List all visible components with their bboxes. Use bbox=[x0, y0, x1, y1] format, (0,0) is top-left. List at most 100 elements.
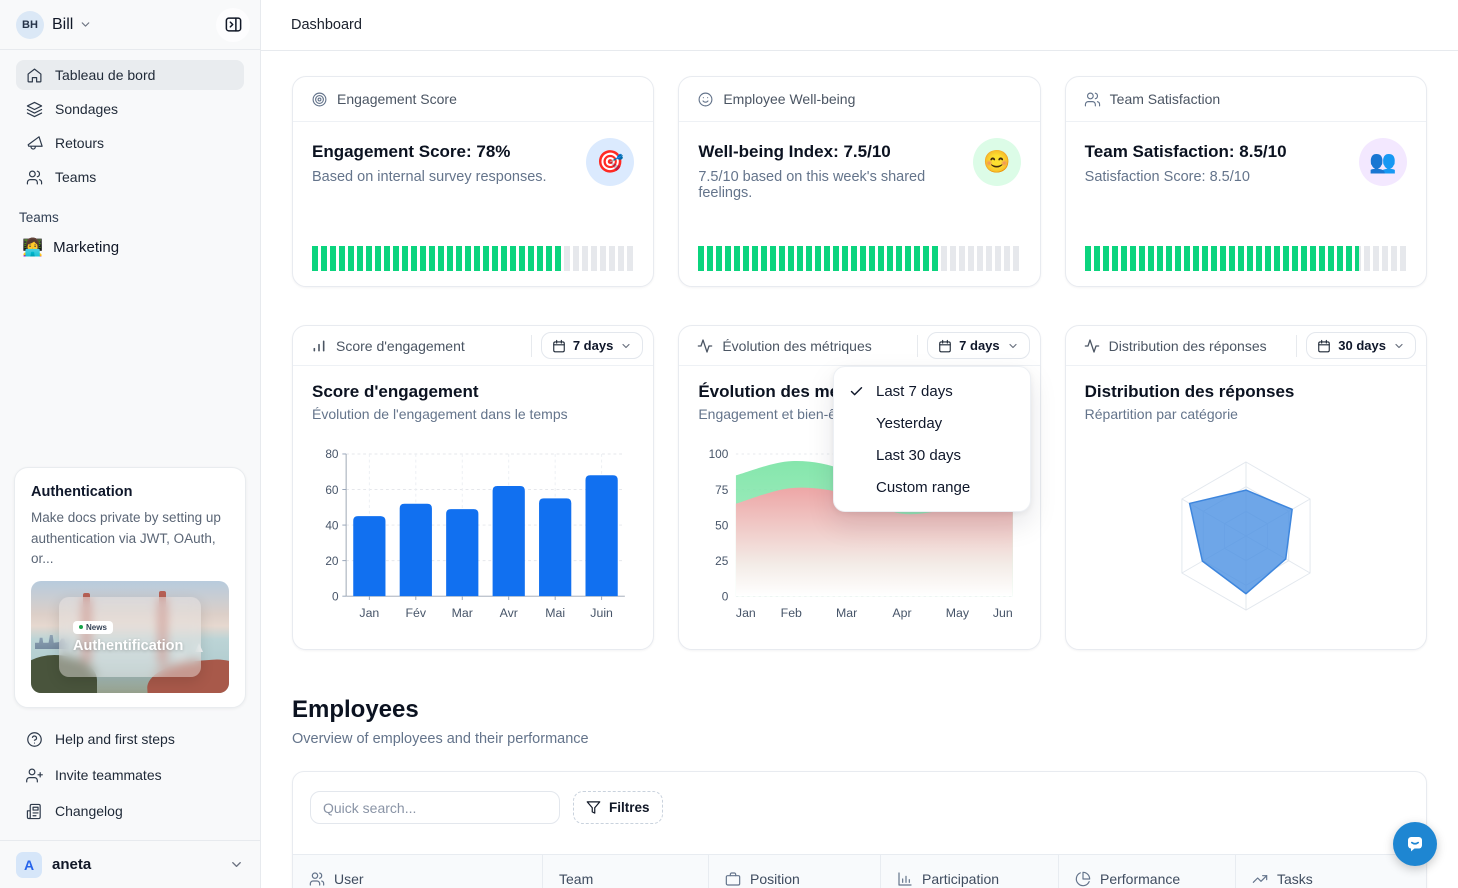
employees-subtitle: Overview of employees and their performa… bbox=[292, 731, 589, 747]
promo-image-caption: Authentification bbox=[73, 637, 184, 654]
help-circle-icon bbox=[26, 731, 43, 748]
progress-fill bbox=[698, 246, 941, 271]
svg-text:40: 40 bbox=[325, 518, 339, 532]
column-header-position[interactable]: Position bbox=[709, 855, 881, 888]
menu-item[interactable]: Custom range bbox=[834, 471, 1030, 503]
svg-text:May: May bbox=[946, 606, 970, 620]
chevron-down-icon bbox=[1393, 340, 1405, 352]
employees-title: Employees bbox=[292, 696, 419, 723]
menu-item[interactable]: Last 7 days bbox=[834, 375, 1030, 407]
intercom-chat-button[interactable] bbox=[1393, 822, 1437, 866]
menu-item-label: Custom range bbox=[876, 478, 971, 496]
svg-text:Juin: Juin bbox=[590, 606, 613, 620]
team-satisfaction-card: Team Satisfaction Team Satisfaction: 8.5… bbox=[1064, 76, 1427, 287]
changelog-item[interactable]: Changelog bbox=[16, 796, 244, 826]
date-range-button[interactable]: 30 days bbox=[1306, 332, 1416, 359]
help-and-first-steps-item[interactable]: Help and first steps bbox=[16, 724, 244, 754]
panel-collapse-icon bbox=[224, 15, 243, 34]
bar-chart-icon bbox=[311, 338, 327, 354]
chevron-down-icon bbox=[620, 340, 632, 352]
sidebar-collapse-button[interactable] bbox=[216, 7, 250, 42]
date-range-menu: Last 7 days Yesterday Last 30 days Custom r… bbox=[833, 366, 1031, 512]
column-header-performance[interactable]: Performance bbox=[1059, 855, 1236, 888]
user-name: Bill bbox=[52, 15, 74, 33]
page-title: Dashboard bbox=[291, 17, 362, 33]
chat-bubble-icon bbox=[1402, 831, 1428, 857]
sidebar-item-teams[interactable]: Teams bbox=[16, 162, 244, 192]
footer-item-label: Changelog bbox=[55, 803, 123, 819]
card-header-label: Évolution des métriques bbox=[722, 337, 872, 354]
promo-image: News Authentification bbox=[31, 581, 229, 693]
divider bbox=[917, 334, 919, 357]
sidebar-footer: Help and first steps Invite teammates Ch… bbox=[0, 718, 260, 840]
top-bar: Dashboard bbox=[261, 0, 1458, 51]
progress-fill bbox=[1084, 246, 1359, 271]
employees-section: Employees Overview of employees and thei… bbox=[292, 696, 1427, 888]
smile-emoji-icon: 😊 bbox=[972, 138, 1021, 186]
invite-teammates-item[interactable]: Invite teammates bbox=[16, 760, 244, 790]
menu-item[interactable]: Last 30 days bbox=[834, 439, 1030, 471]
authentication-promo-card[interactable]: Authentication Make docs private by sett… bbox=[14, 467, 246, 708]
avatar: BH bbox=[16, 10, 44, 39]
chevron-down-icon bbox=[79, 18, 92, 31]
search-input[interactable] bbox=[310, 791, 560, 824]
menu-item-label: Last 7 days bbox=[876, 382, 953, 400]
team-emoji-icon: 👩‍💻 bbox=[22, 237, 44, 257]
sidebar-user-row: BH Bill bbox=[0, 0, 260, 50]
pie-chart-icon bbox=[1075, 871, 1091, 887]
svg-text:50: 50 bbox=[715, 518, 729, 532]
column-header-user[interactable]: User bbox=[293, 855, 543, 888]
promo-glass-card: News Authentification bbox=[59, 597, 201, 677]
menu-item[interactable]: Yesterday bbox=[834, 407, 1030, 439]
activity-icon bbox=[1084, 338, 1100, 354]
sidebar-item-sondages[interactable]: Sondages bbox=[16, 94, 244, 124]
employees-table-header: User Team Position Participation bbox=[293, 854, 1426, 888]
divider bbox=[1296, 334, 1298, 357]
sidebar-item-retours[interactable]: Retours bbox=[16, 128, 244, 158]
dot-icon bbox=[79, 625, 83, 629]
chart-title: Score d'engagement bbox=[312, 382, 479, 401]
date-range-button[interactable]: 7 days bbox=[540, 332, 644, 359]
date-range-button[interactable]: 7 days bbox=[927, 332, 1030, 359]
card-header-label: Distribution des réponses bbox=[1108, 337, 1267, 354]
workspace-switcher[interactable]: A aneta bbox=[0, 840, 260, 888]
chevron-down-icon bbox=[229, 857, 244, 872]
people-emoji-icon: 👥 bbox=[1359, 138, 1407, 186]
stat-subtitle: Satisfaction Score: 8.5/10 bbox=[1084, 169, 1250, 185]
card-header-label: Engagement Score bbox=[337, 91, 457, 107]
svg-text:20: 20 bbox=[325, 554, 339, 568]
filters-button[interactable]: Filtres bbox=[573, 791, 663, 824]
main-area: Dashboard Engagement Score Engagement Sc… bbox=[261, 0, 1458, 888]
sidebar-nav: Tableau de bord Sondages Retours Teams bbox=[0, 50, 260, 196]
progress-bar bbox=[1084, 246, 1407, 271]
column-header-team[interactable]: Team bbox=[543, 855, 709, 888]
workspace-name: aneta bbox=[52, 856, 92, 873]
users-icon bbox=[1084, 91, 1101, 108]
stat-title: Engagement Score: 78% bbox=[312, 142, 511, 161]
svg-text:25: 25 bbox=[715, 554, 729, 568]
check-icon bbox=[849, 384, 876, 399]
column-header-participation[interactable]: Participation bbox=[881, 855, 1059, 888]
divider bbox=[530, 334, 532, 357]
card-header-label: Score d'engagement bbox=[336, 337, 465, 354]
card-header-label: Employee Well-being bbox=[723, 91, 856, 107]
filters-label: Filtres bbox=[609, 800, 650, 815]
sidebar-item-tableau-de-bord[interactable]: Tableau de bord bbox=[16, 60, 244, 90]
employees-table-card: Filtres User Team Position bbox=[292, 771, 1427, 888]
promo-title: Authentication bbox=[31, 484, 133, 501]
workspace-avatar: A bbox=[16, 851, 42, 878]
radar-chart bbox=[1181, 460, 1311, 611]
column-header-tasks[interactable]: Tasks bbox=[1236, 855, 1426, 888]
svg-text:Apr: Apr bbox=[893, 606, 912, 620]
sidebar-item-marketing[interactable]: 👩‍💻 Marketing bbox=[0, 231, 260, 263]
stat-cards-row: Engagement Score Engagement Score: 78% B… bbox=[292, 76, 1427, 287]
engagement-chart-card: Score d'engagement 7 days Score d'engage… bbox=[292, 325, 655, 650]
svg-text:75: 75 bbox=[715, 483, 729, 497]
engagement-score-card: Engagement Score Engagement Score: 78% B… bbox=[292, 76, 655, 287]
bar-chart: 0 20 40 60 80 Jan Fév Mar Avr Mai Juin bbox=[325, 447, 625, 620]
user-menu-button[interactable]: Bill bbox=[52, 16, 92, 34]
svg-text:Jun: Jun bbox=[993, 606, 1013, 620]
trending-up-icon bbox=[1252, 871, 1268, 887]
sidebar-item-label: Sondages bbox=[55, 101, 119, 117]
calendar-icon bbox=[1317, 339, 1331, 353]
